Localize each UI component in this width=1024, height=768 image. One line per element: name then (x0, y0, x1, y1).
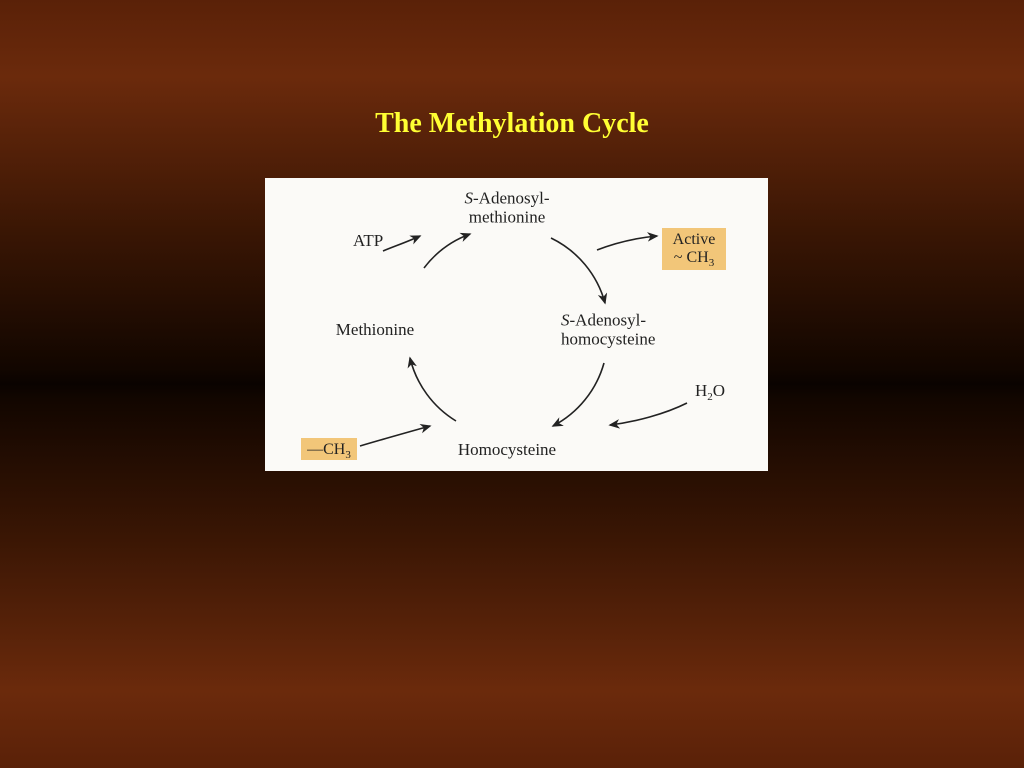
node-met: Methionine (336, 320, 414, 339)
node-sam: S-Adenosyl-methionine (465, 189, 550, 227)
slide-title: The Methylation Cycle (0, 108, 1024, 140)
node-hcy: Homocysteine (458, 440, 556, 459)
node-sah: S-Adenosyl-homocysteine (561, 311, 655, 349)
diagram-svg: Active~ CH3—CH3 S-Adenosyl-methionineS-A… (265, 178, 768, 471)
slide: The Methylation Cycle Active~ CH3—CH3 S-… (0, 0, 1024, 768)
cycle-diagram: Active~ CH3—CH3 S-Adenosyl-methionineS-A… (265, 178, 768, 471)
side-atp: ATP (353, 231, 383, 250)
